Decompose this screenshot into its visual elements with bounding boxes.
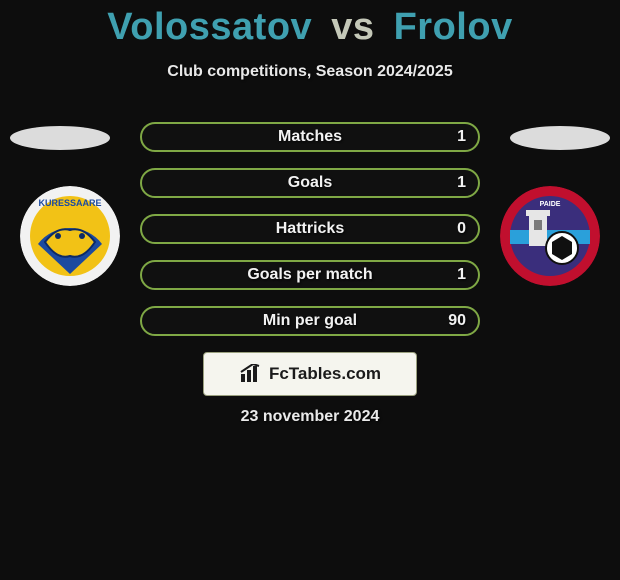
- stat-row: Hattricks0: [140, 214, 480, 244]
- vs-separator: vs: [323, 6, 382, 48]
- stat-label: Matches: [142, 124, 478, 150]
- brand-text: FcTables.com: [269, 364, 381, 384]
- svg-text:KURESSAARE: KURESSAARE: [38, 198, 101, 208]
- right-shadow-ellipse: [510, 126, 610, 150]
- player1-name: Volossatov: [107, 6, 312, 48]
- player2-name: Frolov: [394, 6, 513, 48]
- date-text: 23 november 2024: [0, 408, 620, 426]
- svg-text:PAIDE: PAIDE: [540, 201, 561, 208]
- right-club-crest: PAIDE: [500, 186, 600, 286]
- stat-label: Goals: [142, 170, 478, 196]
- left-crest-area: KURESSAARE: [0, 120, 120, 350]
- left-shadow-ellipse: [10, 126, 110, 150]
- kuressaare-crest-icon: KURESSAARE: [20, 186, 120, 286]
- stat-label: Goals per match: [142, 262, 478, 288]
- stat-row: Min per goal90: [140, 306, 480, 336]
- left-club-crest: KURESSAARE: [20, 186, 120, 286]
- stat-value-right: 0: [457, 216, 466, 242]
- stat-value-right: 1: [457, 170, 466, 196]
- stat-row: Goals per match1: [140, 260, 480, 290]
- subtitle: Club competitions, Season 2024/2025: [0, 63, 620, 81]
- stat-label: Min per goal: [142, 308, 478, 334]
- stat-row: Matches1: [140, 122, 480, 152]
- brand-box[interactable]: FcTables.com: [203, 352, 417, 396]
- right-crest-area: PAIDE: [500, 120, 620, 350]
- stat-row: Goals1: [140, 168, 480, 198]
- bar-chart-icon: [239, 364, 263, 384]
- stat-value-right: 1: [457, 262, 466, 288]
- paide-crest-icon: PAIDE: [500, 186, 600, 286]
- stat-value-right: 1: [457, 124, 466, 150]
- stat-label: Hattricks: [142, 216, 478, 242]
- comparison-title: Volossatov vs Frolov: [0, 0, 620, 49]
- stats-container: Matches1Goals1Hattricks0Goals per match1…: [140, 122, 480, 352]
- stat-value-right: 90: [448, 308, 466, 334]
